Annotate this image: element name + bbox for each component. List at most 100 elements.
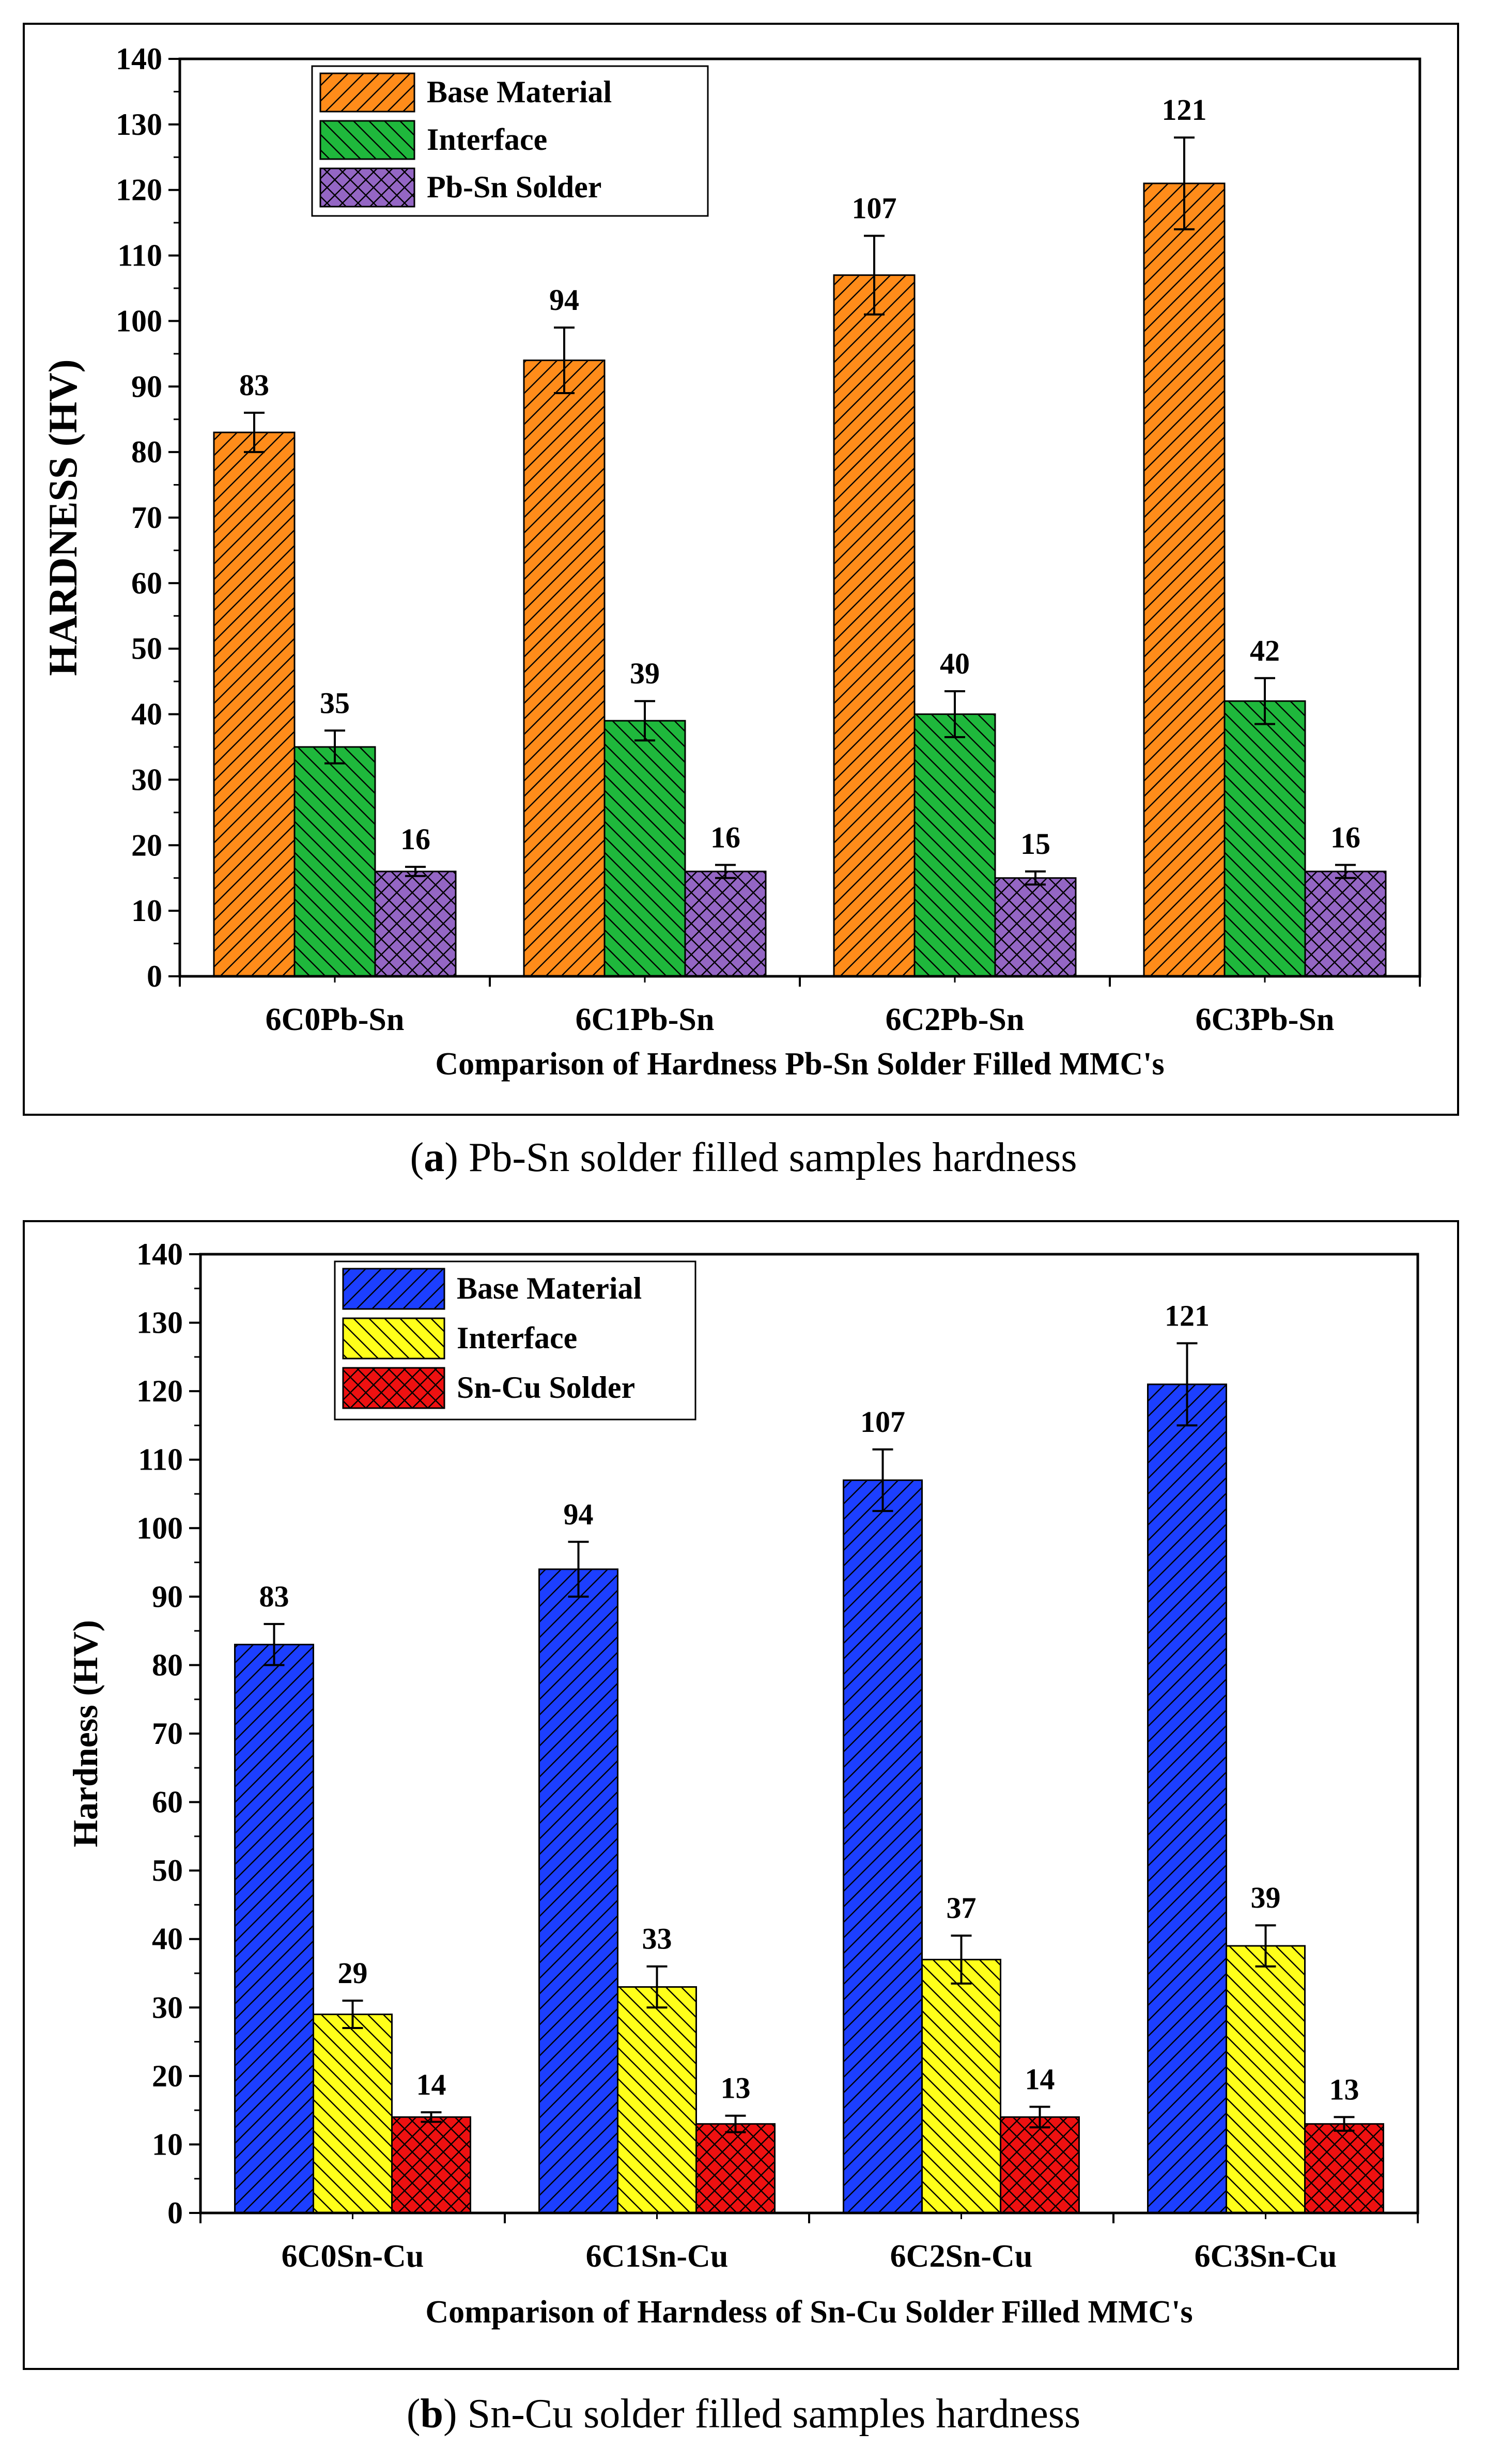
- chart0-bar-pb-sn-solder-6c2pb-sn: [994, 877, 1077, 977]
- chart1-bar-sn-cu-solder-6c2sn-cu: [1000, 2116, 1080, 2214]
- chart0-ytick-label: 140: [116, 42, 162, 76]
- chart0-data-label: 42: [1250, 634, 1280, 667]
- chart1-ytick-label: 120: [136, 1374, 183, 1408]
- chart0-ytick-label: 40: [131, 697, 162, 731]
- chart1-data-label: 14: [416, 2068, 446, 2101]
- chart0-ytick-label: 80: [131, 435, 162, 469]
- chart1-category-label: 6C1Sn-Cu: [586, 2239, 729, 2274]
- chart1-data-label: 94: [564, 1498, 594, 1531]
- chart1-ytick-label: 40: [152, 1922, 183, 1956]
- chart0-bar-interface-6c2pb-sn: [913, 713, 996, 977]
- chart0-legend-swatch-base-material: [319, 72, 415, 113]
- chart-panel-b: 0 10 20 30 40 50 60 70 80 90 100 110 120 130 140 83 94 10…: [23, 1220, 1459, 2370]
- chart0-ytick-label: 90: [131, 369, 162, 403]
- chart1-ytick-label: 70: [152, 1717, 183, 1751]
- chart1-data-label: 14: [1025, 2063, 1055, 2096]
- chart1-ytick-label: 130: [136, 1306, 183, 1340]
- chart1-data-label: 121: [1165, 1299, 1210, 1332]
- chart1-bar-base-material-6c0sn-cu: [234, 1644, 314, 2214]
- chart0-ytick-label: 50: [131, 632, 162, 666]
- chart0-data-label: 94: [549, 283, 579, 317]
- chart0-bar-base-material-6c3pb-sn: [1143, 182, 1226, 977]
- chart1-bar-interface-6c2sn-cu: [921, 1958, 1001, 2214]
- chart1-legend-swatch-interface: [342, 1317, 445, 1360]
- chart0-data-label: 15: [1020, 827, 1050, 861]
- chart0-data-label: 16: [710, 820, 740, 854]
- caption-a-text: Pb-Sn solder filled samples hardness: [468, 1135, 1077, 1180]
- chart1-ytick-label: 90: [152, 1580, 183, 1614]
- chart1-legend-label-sn-cu-solder: Sn-Cu Solder: [457, 1370, 635, 1405]
- chart0-data-label: 107: [852, 192, 897, 225]
- chart1-data-label: 37: [947, 1891, 977, 1925]
- chart1-bar-interface-6c1sn-cu: [617, 1986, 697, 2214]
- chart1-bar-sn-cu-solder-6c1sn-cu: [695, 2123, 776, 2214]
- chart1-ytick-label: 20: [152, 2059, 183, 2093]
- chart0-ytick-label: 60: [131, 566, 162, 600]
- chart0-ytick-label: 0: [147, 959, 162, 993]
- chart1-bar-base-material-6c3sn-cu: [1147, 1383, 1227, 2214]
- chart0-data-label: 39: [630, 657, 660, 690]
- chart0-bar-pb-sn-solder-6c3pb-sn: [1304, 870, 1387, 977]
- chart1-category-label: 6C2Sn-Cu: [890, 2239, 1033, 2274]
- chart0-bar-pb-sn-solder-6c1pb-sn: [684, 870, 767, 977]
- chart1-y-axis-title: Hardness (HV): [66, 1620, 105, 1847]
- chart0-y-axis-title: HARDNESS (HV): [40, 359, 85, 676]
- chart0-ytick-label: 130: [116, 107, 162, 142]
- chart1-data-label: 83: [259, 1580, 289, 1613]
- bar-chart-b: 0 10 20 30 40 50 60 70 80 90 100 110 120 130 140 83 94 10…: [66, 1237, 1419, 2330]
- chart0-category-label: 6C3Pb-Sn: [1196, 1002, 1335, 1037]
- chart0-legend-swatch-interface: [319, 120, 415, 160]
- chart1-ytick-label: 140: [136, 1237, 183, 1271]
- chart0-bar-base-material-6c1pb-sn: [523, 360, 606, 977]
- chart1-bar-base-material-6c1sn-cu: [538, 1568, 618, 2214]
- chart1-data-label: 33: [642, 1922, 672, 1956]
- chart0-legend-label-interface: Interface: [427, 122, 547, 157]
- chart0-ytick-label: 110: [117, 239, 162, 273]
- chart0-bar-base-material-6c2pb-sn: [833, 274, 916, 977]
- chart0-bar-pb-sn-solder-6c0pb-sn: [374, 870, 457, 977]
- chart1-legend-swatch-sn-cu-solder: [342, 1367, 445, 1409]
- chart1-legend-swatch-base-material: [342, 1268, 445, 1310]
- chart1-ytick-label: 110: [138, 1443, 183, 1477]
- chart0-x-axis-title: Comparison of Hardness Pb-Sn Solder Fill…: [435, 1047, 1164, 1082]
- chart1-plot-frame: [199, 1253, 1419, 2215]
- caption-b-letter: b: [420, 2391, 444, 2437]
- chart1-ytick-label: 80: [152, 1648, 183, 1682]
- chart0-data-label: 16: [400, 822, 430, 856]
- chart1-data-label: 29: [338, 1956, 368, 1990]
- chart1-ytick-label: 10: [152, 2127, 183, 2161]
- chart0-data-label: 16: [1330, 820, 1360, 854]
- chart0-ytick-label: 10: [131, 894, 162, 928]
- chart1-bar-sn-cu-solder-6c0sn-cu: [391, 2116, 471, 2214]
- chart0-ytick-label: 70: [131, 501, 162, 535]
- chart1-legend-label-interface: Interface: [457, 1321, 577, 1355]
- chart1-ytick-label: 0: [167, 2196, 183, 2230]
- chart0-plot-frame: [178, 57, 1421, 978]
- chart1-category-label: 6C0Sn-Cu: [282, 2239, 424, 2274]
- chart0-bar-interface-6c3pb-sn: [1223, 700, 1306, 977]
- chart1-bar-interface-6c0sn-cu: [313, 2014, 393, 2214]
- caption-b: (b) Sn-Cu solder filled samples hardness: [406, 2391, 1081, 2437]
- chart1-x-axis-title: Comparison of Harndess of Sn-Cu Solder F…: [425, 2295, 1192, 2330]
- chart0-bar-interface-6c1pb-sn: [603, 720, 686, 977]
- caption-b-text: Sn-Cu solder filled samples hardness: [467, 2391, 1081, 2437]
- chart0-ytick-label: 100: [116, 304, 162, 338]
- chart1-ytick-label: 60: [152, 1785, 183, 1819]
- chart0-bar-interface-6c0pb-sn: [293, 746, 376, 977]
- chart0-category-label: 6C2Pb-Sn: [886, 1002, 1025, 1037]
- chart0-data-label: 40: [940, 647, 970, 680]
- chart0-legend-label-base-material: Base Material: [427, 75, 612, 109]
- chart0-ytick-label: 120: [116, 173, 162, 207]
- chart-panel-a: 0 10 20 30 40 50 60 70 80 90 100 110 120 130 140 83 94 10…: [23, 23, 1459, 1116]
- chart0-ytick-label: 30: [131, 762, 162, 797]
- chart0-data-label: 121: [1162, 93, 1207, 127]
- chart1-ytick-label: 30: [152, 1990, 183, 2024]
- chart0-ytick-label: 20: [131, 828, 162, 862]
- bar-chart-a: 0 10 20 30 40 50 60 70 80 90 100 110 120 130 140 83 94 10…: [40, 42, 1421, 1082]
- chart0-category-label: 6C1Pb-Sn: [576, 1002, 715, 1037]
- chart1-bar-base-material-6c2sn-cu: [843, 1479, 923, 2214]
- chart1-data-label: 13: [1329, 2072, 1359, 2106]
- chart1-category-label: 6C3Sn-Cu: [1195, 2239, 1337, 2274]
- chart1-data-label: 13: [721, 2071, 751, 2105]
- chart0-data-label: 83: [239, 368, 269, 402]
